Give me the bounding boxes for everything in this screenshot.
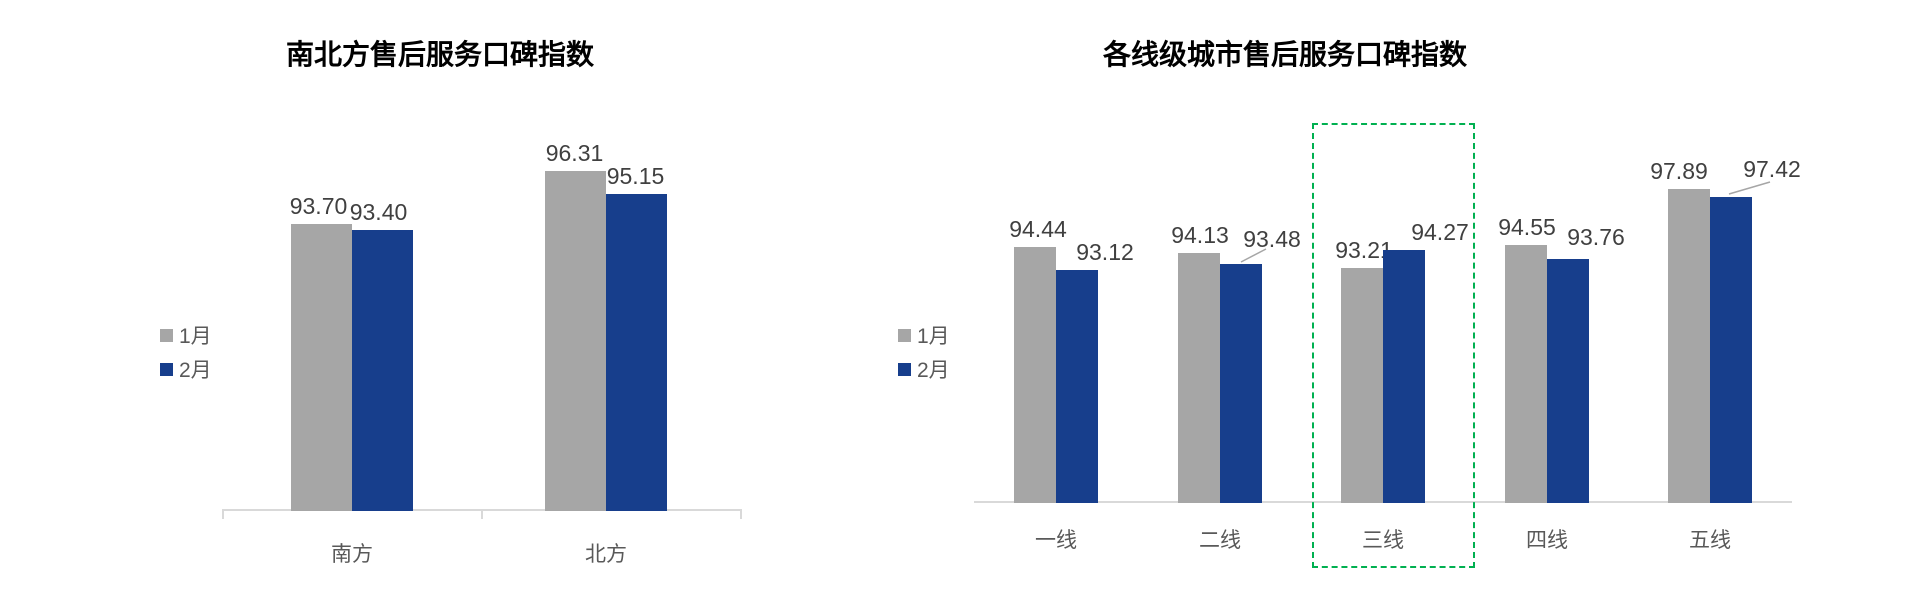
value-label-2月-一线: 93.12	[1076, 239, 1134, 265]
value-label-leader-line	[1728, 181, 1771, 195]
bar-1月-五线	[1668, 189, 1710, 503]
category-label-四线: 四线	[1526, 529, 1568, 552]
value-label-1月-一线: 94.44	[1009, 216, 1067, 242]
legend-city-tiers: 1月 2月	[898, 318, 1018, 386]
legend-north-south: 1月 2月	[160, 318, 280, 386]
bar-1月-四线	[1505, 245, 1547, 503]
bar-2月-四线	[1547, 259, 1589, 503]
chart-title-north-south: 南北方售后服务口碑指数	[285, 39, 594, 70]
value-label-2月-三线: 94.27	[1411, 219, 1469, 245]
bar-1月-二线	[1178, 253, 1220, 503]
legend-item-1月: 1月	[898, 318, 1018, 352]
value-label-2月-南方: 93.40	[349, 199, 408, 225]
value-label-1月-北方: 96.31	[545, 140, 604, 166]
bar-1月-北方	[545, 171, 606, 511]
value-label-2月-二线: 93.48	[1243, 226, 1301, 252]
bar-1月-南方	[291, 224, 352, 511]
category-label-北方: 北方	[585, 543, 627, 566]
bar-2月-一线	[1056, 270, 1098, 503]
legend-item-1月: 1月	[160, 318, 280, 352]
bar-2月-南方	[352, 230, 413, 511]
bar-2月-三线	[1383, 250, 1425, 503]
x-axis-tick	[222, 509, 224, 519]
x-axis-tick	[740, 509, 742, 519]
category-label-二线: 二线	[1199, 529, 1241, 552]
value-label-2月-四线: 93.76	[1567, 224, 1625, 250]
category-label-三线: 三线	[1362, 529, 1404, 552]
legend-item-2月: 2月	[160, 352, 280, 386]
legend-item-2月: 2月	[898, 352, 1018, 386]
value-label-2月-五线: 97.42	[1743, 156, 1801, 182]
bar-2月-五线	[1710, 197, 1752, 503]
value-label-1月-南方: 93.70	[289, 193, 348, 219]
legend-marker-2月	[898, 362, 911, 376]
category-label-五线: 五线	[1689, 529, 1731, 552]
value-label-1月-二线: 94.13	[1171, 222, 1229, 248]
value-label-1月-五线: 97.89	[1650, 158, 1708, 184]
bar-2月-二线	[1220, 264, 1262, 503]
bar-2月-北方	[606, 194, 667, 511]
x-axis-tick	[481, 509, 483, 519]
legend-marker-1月	[898, 328, 911, 342]
value-label-2月-北方: 95.15	[606, 163, 665, 189]
bar-1月-一线	[1014, 247, 1056, 503]
legend-label-2月: 2月	[917, 359, 950, 382]
legend-label-2月: 2月	[179, 359, 212, 382]
highlight-box-三线	[1312, 123, 1475, 568]
value-label-1月-四线: 94.55	[1498, 214, 1556, 240]
chart-title-city-tiers: 各线级城市售后服务口碑指数	[1102, 39, 1467, 70]
category-label-一线: 一线	[1035, 529, 1077, 552]
legend-marker-1月	[160, 328, 173, 342]
legend-marker-2月	[160, 362, 173, 376]
legend-label-1月: 1月	[179, 325, 212, 348]
legend-label-1月: 1月	[917, 325, 950, 348]
category-label-南方: 南方	[331, 543, 373, 566]
bar-1月-三线	[1341, 268, 1383, 503]
